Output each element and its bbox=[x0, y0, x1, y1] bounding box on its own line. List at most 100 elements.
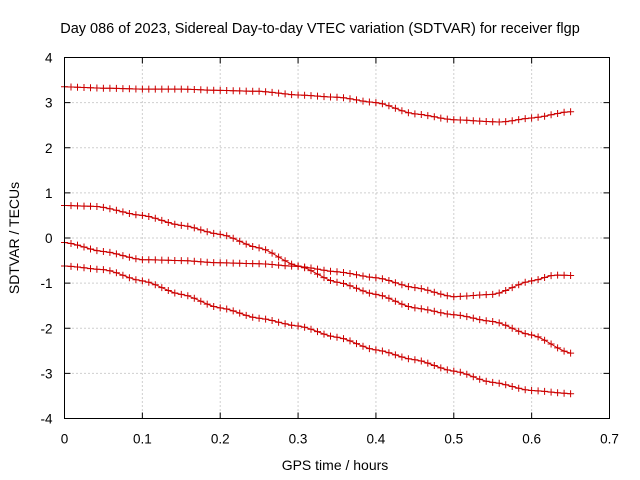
data-point-marker bbox=[469, 292, 477, 299]
data-point-marker bbox=[456, 292, 464, 300]
data-point-marker bbox=[171, 85, 179, 93]
data-point-marker bbox=[515, 116, 523, 124]
data-point-marker bbox=[378, 292, 386, 300]
data-point-marker bbox=[541, 112, 549, 120]
data-point-marker bbox=[333, 93, 341, 101]
data-point-marker bbox=[106, 267, 114, 275]
data-point-marker bbox=[275, 89, 283, 97]
data-point-marker bbox=[333, 268, 341, 276]
data-point-marker bbox=[456, 368, 464, 376]
data-point-marker bbox=[346, 337, 354, 345]
data-point-marker bbox=[275, 253, 283, 261]
data-point-marker bbox=[554, 271, 562, 279]
data-point-marker bbox=[489, 290, 497, 298]
data-point-marker bbox=[184, 292, 192, 300]
data-point-marker bbox=[359, 272, 367, 280]
data-point-marker bbox=[301, 91, 309, 99]
data-point-marker bbox=[391, 297, 399, 305]
data-point-marker bbox=[560, 347, 568, 355]
data-point-marker bbox=[340, 269, 347, 276]
data-point-marker bbox=[489, 118, 497, 126]
data-point-marker bbox=[424, 359, 432, 367]
data-point-marker bbox=[197, 297, 205, 305]
y-tick-label: -4 bbox=[40, 412, 52, 427]
data-point-marker bbox=[145, 278, 153, 286]
data-point-marker bbox=[171, 220, 179, 228]
data-point-marker bbox=[378, 100, 386, 108]
data-point-marker bbox=[495, 379, 503, 387]
data-point-marker bbox=[138, 277, 146, 285]
data-point-marker bbox=[437, 290, 445, 298]
data-point-marker bbox=[314, 92, 321, 100]
data-point-marker bbox=[385, 294, 393, 302]
data-point-marker bbox=[495, 118, 503, 126]
data-point-marker bbox=[119, 252, 127, 260]
data-point-marker bbox=[255, 244, 263, 252]
data-point-marker bbox=[541, 387, 549, 395]
data-point-marker bbox=[398, 281, 406, 289]
data-point-marker bbox=[372, 346, 380, 354]
data-point-marker bbox=[119, 85, 127, 93]
data-point-marker bbox=[353, 96, 360, 104]
data-point-marker bbox=[125, 85, 133, 93]
data-point-marker bbox=[93, 203, 101, 210]
data-point-marker bbox=[547, 272, 555, 280]
y-tick-label: 3 bbox=[45, 96, 53, 111]
data-point-marker bbox=[242, 240, 250, 248]
y-tick-label: -1 bbox=[40, 276, 52, 291]
y-tick-label: 4 bbox=[45, 51, 53, 66]
data-point-marker bbox=[567, 390, 575, 398]
x-tick-label: 0.1 bbox=[133, 432, 152, 447]
data-point-marker bbox=[74, 263, 81, 271]
data-point-marker bbox=[320, 93, 328, 101]
plot-frame bbox=[64, 57, 610, 419]
data-point-marker bbox=[391, 351, 399, 359]
x-tick-label: 0.6 bbox=[522, 432, 541, 447]
data-point-marker bbox=[87, 84, 94, 92]
data-point-marker bbox=[106, 248, 114, 256]
data-point-marker bbox=[521, 278, 529, 286]
data-point-marker bbox=[359, 342, 367, 350]
data-point-marker bbox=[151, 256, 159, 264]
data-point-marker bbox=[158, 85, 166, 93]
data-point-marker bbox=[112, 206, 120, 214]
data-point-marker bbox=[314, 328, 321, 336]
data-point-marker bbox=[294, 262, 302, 270]
data-point-marker bbox=[372, 274, 380, 282]
y-tick-label: -2 bbox=[40, 321, 52, 336]
data-point-marker bbox=[430, 113, 438, 121]
data-point-marker bbox=[268, 88, 276, 96]
data-point-marker bbox=[404, 283, 412, 291]
data-point-marker bbox=[203, 86, 211, 94]
data-point-marker bbox=[203, 300, 211, 308]
data-point-marker bbox=[236, 237, 244, 245]
data-point-marker bbox=[197, 86, 205, 94]
data-point-marker bbox=[476, 375, 484, 383]
series-layer bbox=[61, 83, 575, 398]
data-point-marker bbox=[67, 262, 75, 270]
data-point-marker bbox=[177, 221, 185, 229]
data-point-marker bbox=[210, 229, 218, 237]
data-point-marker bbox=[112, 250, 120, 258]
data-point-marker bbox=[443, 292, 451, 300]
data-point-marker bbox=[320, 330, 328, 338]
series-series-3 bbox=[61, 239, 575, 301]
data-point-marker bbox=[314, 265, 321, 273]
data-point-marker bbox=[508, 383, 516, 390]
data-point-marker bbox=[489, 378, 497, 386]
data-point-marker bbox=[262, 260, 270, 268]
data-point-marker bbox=[67, 240, 75, 247]
data-point-marker bbox=[547, 340, 555, 348]
data-point-marker bbox=[508, 284, 516, 292]
data-point-marker bbox=[184, 222, 192, 230]
data-point-marker bbox=[307, 325, 315, 333]
data-point-marker bbox=[560, 389, 568, 397]
data-point-marker bbox=[450, 293, 458, 301]
data-point-marker bbox=[554, 389, 562, 397]
data-point-marker bbox=[145, 85, 153, 93]
data-point-marker bbox=[132, 255, 140, 263]
data-point-marker bbox=[262, 315, 270, 323]
data-point-marker bbox=[99, 84, 107, 92]
data-point-marker bbox=[87, 265, 94, 273]
data-point-marker bbox=[132, 276, 140, 284]
